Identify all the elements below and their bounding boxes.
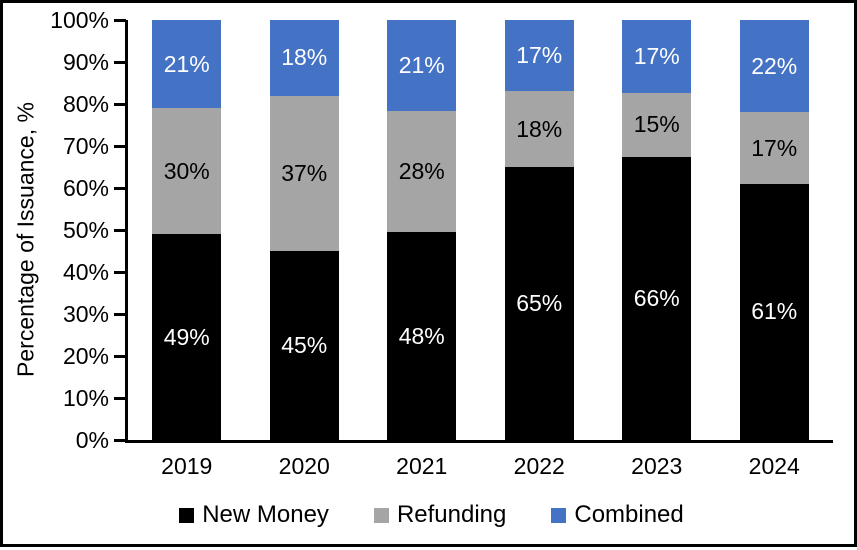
legend-item-combined: Combined xyxy=(551,501,684,529)
bar-segment-value: 49% xyxy=(163,323,210,350)
bar-segment-combined: 17% xyxy=(504,20,574,92)
x-axis-label-2021: 2021 xyxy=(396,453,448,479)
bar-segment-refunding: 18% xyxy=(504,91,574,167)
bar-segment-value: 66% xyxy=(633,285,680,312)
bar-segment-value: 18% xyxy=(281,44,328,71)
y-tick-mark xyxy=(114,102,126,106)
y-tick-mark xyxy=(114,270,126,274)
x-axis-label-2024: 2024 xyxy=(748,453,800,479)
bar-segment-combined: 21% xyxy=(387,20,457,111)
bar-segment-combined: 21% xyxy=(152,20,222,109)
y-tick-mark xyxy=(114,60,126,64)
bar-segment-value: 17% xyxy=(751,134,798,161)
y-tick-mark xyxy=(114,144,126,148)
y-tick-mark xyxy=(114,312,126,316)
legend-swatch-combined xyxy=(551,507,567,523)
legend-item-refunding: Refunding xyxy=(373,501,507,529)
y-tick-mark xyxy=(114,396,126,400)
bar-segment-value: 21% xyxy=(163,50,210,77)
bar-slot: 17% 15% 66% xyxy=(598,20,716,440)
legend-item-new-money: New Money xyxy=(179,501,329,529)
x-axis-labels: 2019 2020 2021 2022 2023 2024 xyxy=(128,452,833,480)
bar-segment-new-money: 61% xyxy=(739,183,809,440)
bar-slot: 22% 17% 61% xyxy=(716,20,834,440)
x-axis-label-2019: 2019 xyxy=(161,453,213,479)
bar-segment-value: 37% xyxy=(281,159,328,186)
bar-2023: 17% 15% 66% xyxy=(622,20,692,440)
bar-segment-value: 21% xyxy=(398,51,445,78)
bar-segment-refunding: 37% xyxy=(269,95,339,251)
bar-segment-combined: 18% xyxy=(269,20,339,96)
bar-2022: 17% 18% 65% xyxy=(504,20,574,440)
bar-slot: 18% 37% 45% xyxy=(246,20,364,440)
y-tick-label: 40% xyxy=(62,259,109,285)
x-axis-label-2020: 2020 xyxy=(278,453,330,479)
y-tick-label: 30% xyxy=(62,301,109,327)
bar-segment-value: 22% xyxy=(751,52,798,79)
y-tick-label: 0% xyxy=(75,427,109,453)
bar-slot: 17% 18% 65% xyxy=(481,20,599,440)
bar-slot: 21% 28% 48% xyxy=(363,20,481,440)
bar-segment-refunding: 30% xyxy=(152,108,222,235)
legend-label: Combined xyxy=(574,501,684,528)
bar-segment-value: 15% xyxy=(633,111,680,138)
bar-segment-value: 17% xyxy=(516,42,563,69)
bar-2020: 18% 37% 45% xyxy=(269,20,339,440)
bar-segment-new-money: 66% xyxy=(622,157,692,440)
y-tick-label: 80% xyxy=(62,91,109,117)
bar-segment-value: 48% xyxy=(398,322,445,349)
y-tick-label: 20% xyxy=(62,343,109,369)
bar-2019: 21% 30% 49% xyxy=(152,20,222,440)
bar-2024: 22% 17% 61% xyxy=(739,20,809,440)
bar-segment-combined: 17% xyxy=(622,20,692,93)
legend-swatch-new-money xyxy=(179,507,195,523)
bar-segment-new-money: 49% xyxy=(152,234,222,440)
bar-segment-value: 17% xyxy=(633,42,680,69)
y-tick-label: 90% xyxy=(62,49,109,75)
bar-segment-new-money: 45% xyxy=(269,250,339,440)
bar-segment-value: 28% xyxy=(398,158,445,185)
legend-label: Refunding xyxy=(396,501,507,528)
bar-segment-new-money: 48% xyxy=(387,232,457,440)
bar-segment-value: 61% xyxy=(751,298,798,325)
bar-segment-value: 30% xyxy=(163,157,210,184)
bar-slot: 21% 30% 49% xyxy=(128,20,246,440)
y-tick-mark xyxy=(114,18,126,22)
x-axis-label-2022: 2022 xyxy=(513,453,565,479)
bar-segment-value: 65% xyxy=(516,289,563,316)
y-tick-mark xyxy=(114,186,126,190)
legend-label: New Money xyxy=(202,501,329,528)
y-tick-mark xyxy=(114,228,126,232)
bar-segment-new-money: 65% xyxy=(504,166,574,440)
y-tick-label: 60% xyxy=(62,175,109,201)
bar-segment-combined: 22% xyxy=(739,20,809,113)
y-tick-label: 70% xyxy=(62,133,109,159)
bar-segment-value: 18% xyxy=(516,115,563,142)
bar-2021: 21% 28% 48% xyxy=(387,20,457,440)
legend-swatch-refunding xyxy=(373,507,389,523)
y-tick-label: 50% xyxy=(62,217,109,243)
bar-segment-value: 45% xyxy=(281,331,328,358)
plot-area: 21% 30% 49% 18% 37% 45% 21% 28% 48% 17% 18% 65% 17% 1… xyxy=(125,20,833,443)
bar-segment-refunding: 15% xyxy=(622,92,692,158)
y-tick-mark xyxy=(114,438,126,442)
y-tick-label: 100% xyxy=(50,7,109,33)
y-tick-label: 10% xyxy=(62,385,109,411)
bar-segment-refunding: 17% xyxy=(739,112,809,184)
bar-segment-refunding: 28% xyxy=(387,110,457,233)
y-axis: 0% 10% 20% 30% 40% 50% 60% 70% 80% 90% 100% xyxy=(3,3,857,550)
x-axis-label-2023: 2023 xyxy=(631,453,683,479)
y-tick-mark xyxy=(114,354,126,358)
legend: New Money Refunding Combined xyxy=(3,501,857,529)
